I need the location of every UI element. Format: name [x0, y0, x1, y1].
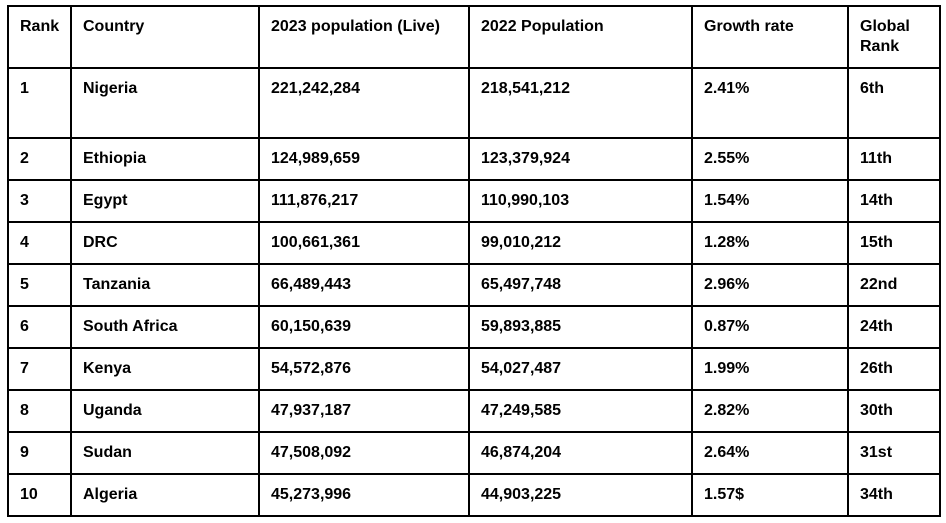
cell-2022-population: 110,990,103	[468, 179, 693, 223]
cell-2023-population: 124,989,659	[258, 137, 470, 181]
table-row-uganda: 8 Uganda 47,937,187 47,249,585 2.82% 30t…	[7, 389, 941, 433]
table-row-nigeria: 1 Nigeria 221,242,284 218,541,212 2.41% …	[7, 67, 941, 139]
table-row-egypt: 3 Egypt 111,876,217 110,990,103 1.54% 14…	[7, 179, 941, 223]
cell-2023-population: 54,572,876	[258, 347, 470, 391]
cell-rank: 1	[7, 67, 72, 139]
column-header-rank: Rank	[7, 5, 72, 69]
cell-global-rank: 15th	[847, 221, 941, 265]
column-header-global-rank: Global Rank	[847, 5, 941, 69]
cell-rank: 5	[7, 263, 72, 307]
table-row-ethiopia: 2 Ethiopia 124,989,659 123,379,924 2.55%…	[7, 137, 941, 181]
cell-2023-population: 60,150,639	[258, 305, 470, 349]
cell-rank: 10	[7, 473, 72, 517]
cell-global-rank: 6th	[847, 67, 941, 139]
cell-country: DRC	[70, 221, 260, 265]
cell-2022-population: 59,893,885	[468, 305, 693, 349]
cell-growth-rate: 2.82%	[691, 389, 849, 433]
cell-2022-population: 44,903,225	[468, 473, 693, 517]
cell-2023-population: 66,489,443	[258, 263, 470, 307]
cell-global-rank: 34th	[847, 473, 941, 517]
table-row-tanzania: 5 Tanzania 66,489,443 65,497,748 2.96% 2…	[7, 263, 941, 307]
column-header-country: Country	[70, 5, 260, 69]
cell-growth-rate: 2.41%	[691, 67, 849, 139]
cell-2023-population: 47,937,187	[258, 389, 470, 433]
cell-rank: 9	[7, 431, 72, 475]
cell-global-rank: 22nd	[847, 263, 941, 307]
cell-growth-rate: 2.96%	[691, 263, 849, 307]
cell-global-rank: 24th	[847, 305, 941, 349]
cell-2023-population: 45,273,996	[258, 473, 470, 517]
cell-2022-population: 54,027,487	[468, 347, 693, 391]
cell-country: South Africa	[70, 305, 260, 349]
cell-global-rank: 30th	[847, 389, 941, 433]
cell-rank: 2	[7, 137, 72, 181]
table-row-south-africa: 6 South Africa 60,150,639 59,893,885 0.8…	[7, 305, 941, 349]
africa-population-table: Rank Country 2023 population (Live) 2022…	[7, 5, 941, 517]
cell-global-rank: 14th	[847, 179, 941, 223]
cell-rank: 6	[7, 305, 72, 349]
cell-2022-population: 123,379,924	[468, 137, 693, 181]
cell-global-rank: 26th	[847, 347, 941, 391]
cell-growth-rate: 1.54%	[691, 179, 849, 223]
cell-country: Ethiopia	[70, 137, 260, 181]
cell-country: Nigeria	[70, 67, 260, 139]
cell-2022-population: 46,874,204	[468, 431, 693, 475]
table-row-algeria: 10 Algeria 45,273,996 44,903,225 1.57$ 3…	[7, 473, 941, 517]
cell-country: Uganda	[70, 389, 260, 433]
cell-2022-population: 65,497,748	[468, 263, 693, 307]
cell-country: Tanzania	[70, 263, 260, 307]
cell-2023-population: 100,661,361	[258, 221, 470, 265]
column-header-2022-population: 2022 Population	[468, 5, 693, 69]
cell-rank: 7	[7, 347, 72, 391]
cell-2022-population: 218,541,212	[468, 67, 693, 139]
cell-2023-population: 47,508,092	[258, 431, 470, 475]
column-header-2023-population: 2023 population (Live)	[258, 5, 470, 69]
cell-global-rank: 31st	[847, 431, 941, 475]
cell-country: Algeria	[70, 473, 260, 517]
cell-country: Egypt	[70, 179, 260, 223]
cell-growth-rate: 1.99%	[691, 347, 849, 391]
cell-country: Sudan	[70, 431, 260, 475]
cell-growth-rate: 1.57$	[691, 473, 849, 517]
cell-growth-rate: 1.28%	[691, 221, 849, 265]
cell-2023-population: 221,242,284	[258, 67, 470, 139]
column-header-growth-rate: Growth rate	[691, 5, 849, 69]
cell-global-rank: 11th	[847, 137, 941, 181]
table-row-drc: 4 DRC 100,661,361 99,010,212 1.28% 15th	[7, 221, 941, 265]
cell-2022-population: 47,249,585	[468, 389, 693, 433]
cell-growth-rate: 0.87%	[691, 305, 849, 349]
table-row-sudan: 9 Sudan 47,508,092 46,874,204 2.64% 31st	[7, 431, 941, 475]
table-row-kenya: 7 Kenya 54,572,876 54,027,487 1.99% 26th	[7, 347, 941, 391]
cell-rank: 3	[7, 179, 72, 223]
cell-country: Kenya	[70, 347, 260, 391]
cell-rank: 4	[7, 221, 72, 265]
cell-2022-population: 99,010,212	[468, 221, 693, 265]
table-header-row: Rank Country 2023 population (Live) 2022…	[7, 5, 941, 69]
cell-2023-population: 111,876,217	[258, 179, 470, 223]
cell-growth-rate: 2.55%	[691, 137, 849, 181]
cell-growth-rate: 2.64%	[691, 431, 849, 475]
cell-rank: 8	[7, 389, 72, 433]
population-table-container: Rank Country 2023 population (Live) 2022…	[7, 5, 941, 517]
